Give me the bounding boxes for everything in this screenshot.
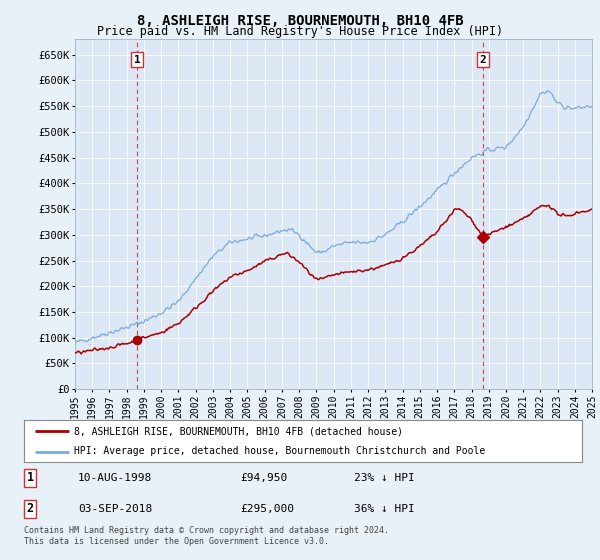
- Text: 23% ↓ HPI: 23% ↓ HPI: [354, 473, 415, 483]
- Text: 2: 2: [26, 502, 34, 515]
- Text: £94,950: £94,950: [240, 473, 287, 483]
- Text: Price paid vs. HM Land Registry's House Price Index (HPI): Price paid vs. HM Land Registry's House …: [97, 25, 503, 38]
- Text: 03-SEP-2018: 03-SEP-2018: [78, 504, 152, 514]
- Text: Contains HM Land Registry data © Crown copyright and database right 2024.
This d: Contains HM Land Registry data © Crown c…: [24, 526, 389, 546]
- Text: 1: 1: [26, 471, 34, 484]
- Text: HPI: Average price, detached house, Bournemouth Christchurch and Poole: HPI: Average price, detached house, Bour…: [74, 446, 485, 456]
- Text: 8, ASHLEIGH RISE, BOURNEMOUTH, BH10 4FB: 8, ASHLEIGH RISE, BOURNEMOUTH, BH10 4FB: [137, 14, 463, 28]
- Text: 2: 2: [479, 55, 487, 64]
- Text: £295,000: £295,000: [240, 504, 294, 514]
- Text: 36% ↓ HPI: 36% ↓ HPI: [354, 504, 415, 514]
- Text: 8, ASHLEIGH RISE, BOURNEMOUTH, BH10 4FB (detached house): 8, ASHLEIGH RISE, BOURNEMOUTH, BH10 4FB …: [74, 426, 403, 436]
- Text: 10-AUG-1998: 10-AUG-1998: [78, 473, 152, 483]
- Text: 1: 1: [134, 55, 140, 64]
